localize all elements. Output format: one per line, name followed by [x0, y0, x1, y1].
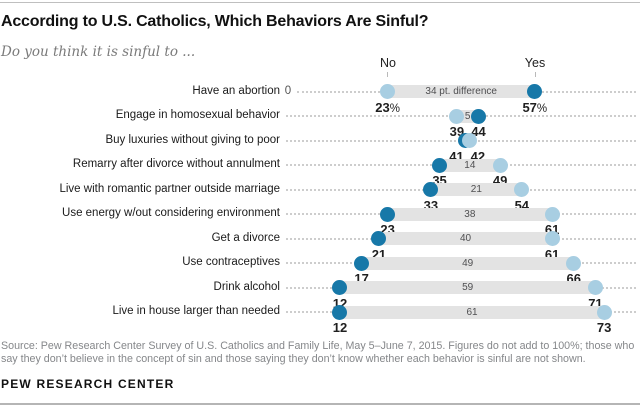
chart-title: According to U.S. Catholics, Which Behav…	[1, 13, 429, 30]
difference-label: 40	[459, 233, 472, 244]
axis-header-no: No	[380, 56, 396, 70]
range-bar	[339, 281, 596, 294]
row-label: Engage in homosexual behavior	[115, 109, 280, 121]
yes-dot	[332, 304, 348, 320]
difference-label: 5	[464, 110, 471, 122]
row-label: Live with romantic partner outside marri…	[59, 182, 280, 195]
source-note: Source: Pew Research Center Survey of U.…	[1, 340, 635, 365]
yes-dot	[354, 255, 370, 271]
value-suffix: %	[389, 102, 400, 115]
chart-subtitle: Do you think it is sinful to ...	[1, 44, 196, 60]
yes-dot	[371, 231, 387, 246]
difference-label: 49	[462, 257, 474, 269]
range-bar	[387, 207, 553, 221]
no-dot	[492, 157, 508, 173]
row-label: Use contraceptives	[182, 256, 280, 268]
no-dot	[544, 231, 560, 246]
no-dot	[587, 280, 603, 295]
row-label: Live in house larger than needed	[112, 305, 280, 317]
brand-label: PEW RESEARCH CENTER	[1, 377, 175, 391]
difference-label: 61	[466, 306, 478, 318]
bottom-divider	[0, 403, 640, 405]
row-label: Have an abortion	[192, 84, 280, 97]
no-dot	[449, 108, 465, 124]
value-number: 12	[332, 320, 348, 335]
range-bar	[430, 183, 522, 196]
yes-dot	[332, 280, 348, 295]
no-value-label: 23%	[353, 100, 423, 115]
yes-dot	[471, 108, 487, 124]
no-dot	[380, 84, 396, 99]
origin-label: 0	[284, 84, 292, 97]
row-label: Use energy w/out considering environment	[62, 207, 280, 219]
no-value-label: 73	[569, 320, 639, 335]
difference-label: 14	[464, 159, 476, 171]
row-label: Get a divorce	[211, 231, 280, 244]
difference-label: 38	[464, 208, 476, 220]
row-label: Drink alcohol	[213, 280, 280, 293]
range-bar	[361, 256, 574, 270]
yes-value-label: 57%	[500, 100, 570, 115]
yes-value-label: 12	[305, 320, 375, 335]
value-number: 73	[596, 320, 612, 335]
difference-label: 34 pt. difference	[425, 86, 497, 97]
range-bar	[387, 85, 535, 98]
yes-dot	[432, 157, 448, 173]
no-dot	[514, 182, 530, 197]
no-dot	[596, 304, 612, 320]
value-number: 23	[375, 99, 390, 115]
axis-tick-no	[387, 72, 388, 77]
range-bar	[439, 158, 501, 172]
no-dot	[544, 206, 560, 222]
difference-label: 59	[462, 282, 474, 293]
difference-label: 21	[470, 184, 482, 195]
yes-dot	[423, 182, 439, 197]
value-number: 57	[522, 99, 537, 115]
top-divider	[0, 2, 640, 3]
no-dot	[566, 255, 582, 271]
range-bar	[378, 232, 553, 245]
yes-value-label: 44	[444, 124, 514, 139]
dumbbell-chart: Have an abortion 0 34 pt. difference 23% 57%…	[59, 84, 639, 335]
row-label: Remarry after divorce without annulment	[72, 158, 280, 170]
yes-dot	[527, 84, 543, 99]
yes-dot	[380, 206, 396, 222]
no-dot	[462, 133, 478, 148]
axis-tick-yes	[535, 72, 536, 77]
range-bar	[339, 305, 605, 319]
value-suffix: %	[536, 102, 548, 115]
axis-header-yes: Yes	[524, 56, 546, 70]
row-label: Buy luxuries without giving to poor	[105, 133, 280, 146]
